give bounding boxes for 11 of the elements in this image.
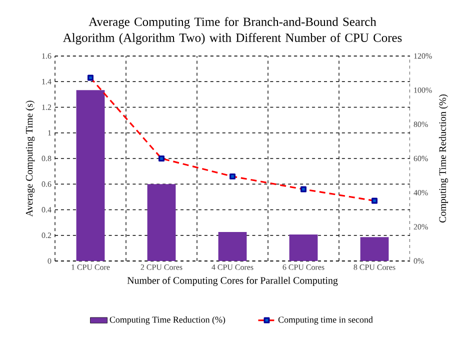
bar bbox=[76, 90, 105, 261]
chart-title: Average Computing Time for Branch-and-Bound Search Algorithm (Algorithm Two) with Different Number of CPU Cores bbox=[63, 17, 402, 44]
bar bbox=[218, 232, 247, 261]
bar bbox=[360, 237, 389, 261]
legend-label: Computing Time Reduction (%) bbox=[110, 316, 226, 325]
legend-label: Computing time in second bbox=[278, 316, 373, 325]
bar bbox=[147, 184, 176, 261]
y-axis-title: Average Computing Time (s) bbox=[26, 100, 35, 217]
bar bbox=[289, 234, 318, 261]
y2-axis-title: Computing Time Reduction (%) bbox=[438, 94, 448, 223]
x-axis-title: Number of Computing Cores for Parallel Computing bbox=[127, 276, 338, 286]
